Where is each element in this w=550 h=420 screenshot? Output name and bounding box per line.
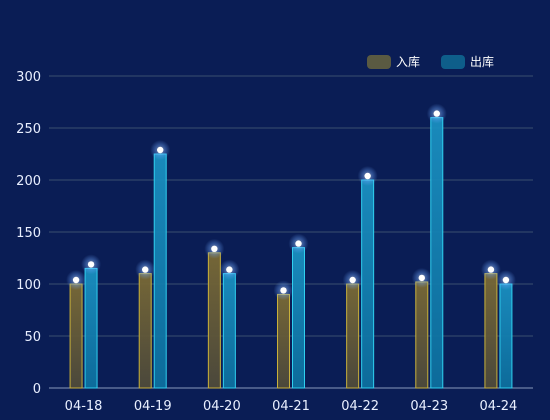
y-axis: 0 50 100 150 200 250 300 xyxy=(16,70,41,397)
bar-in[interactable] xyxy=(415,281,429,389)
y-tick-label: 250 xyxy=(16,122,41,137)
bar-marker-dot xyxy=(72,276,80,284)
bar-marker-dot xyxy=(418,274,425,282)
bar-in[interactable] xyxy=(484,273,498,389)
bar-marker-dot xyxy=(226,266,233,273)
y-tick-label: 100 xyxy=(16,278,41,293)
bar-marker-dot xyxy=(211,245,218,252)
bar-marker-dot xyxy=(487,266,495,273)
bar-in[interactable] xyxy=(207,252,221,389)
gridlines xyxy=(49,75,533,389)
y-tick-label: 0 xyxy=(33,382,41,397)
bar-in[interactable] xyxy=(346,283,360,389)
y-tick-label: 150 xyxy=(16,226,41,241)
bar-out[interactable] xyxy=(84,267,98,389)
y-tick-label: 200 xyxy=(16,174,41,189)
x-axis: 04-18 04-19 04-20 04-21 04-22 04-23 04-24 xyxy=(65,399,518,414)
bar-marker-dot xyxy=(280,287,287,294)
bars xyxy=(69,117,513,389)
bar-out[interactable] xyxy=(222,273,236,389)
bar-marker-dot xyxy=(87,261,95,268)
bar-top-markers xyxy=(66,103,516,301)
bar-marker-dot xyxy=(433,110,440,117)
bar-out[interactable] xyxy=(499,283,513,389)
bar-marker-dot xyxy=(502,276,510,284)
bar-marker-dot xyxy=(364,172,371,180)
bar-out[interactable] xyxy=(361,179,375,389)
bar-marker-dot xyxy=(349,276,356,284)
x-tick-label: 04-22 xyxy=(341,399,379,414)
x-tick-label: 04-19 xyxy=(134,399,172,414)
bar-in[interactable] xyxy=(277,293,290,389)
bar-in[interactable] xyxy=(138,273,152,389)
legend-label-in[interactable]: 入库 xyxy=(396,54,420,69)
x-tick-label: 04-18 xyxy=(65,399,103,414)
bar-marker-dot xyxy=(142,266,149,273)
legend-label-out[interactable]: 出库 xyxy=(470,54,494,69)
legend-swatch-in[interactable] xyxy=(367,55,391,69)
bar-out[interactable] xyxy=(292,247,305,389)
bar-in[interactable] xyxy=(69,283,83,389)
x-tick-label: 04-24 xyxy=(480,399,518,414)
legend[interactable]: 入库 出库 xyxy=(367,54,494,69)
x-tick-label: 04-23 xyxy=(410,399,448,414)
legend-swatch-out[interactable] xyxy=(441,55,465,69)
bar-out[interactable] xyxy=(153,153,167,389)
y-tick-label: 300 xyxy=(16,70,41,85)
x-tick-label: 04-20 xyxy=(203,399,241,414)
bar-out[interactable] xyxy=(430,117,444,389)
bar-marker-dot xyxy=(157,146,164,154)
bar-marker-dot xyxy=(295,240,302,247)
x-tick-label: 04-21 xyxy=(272,399,310,414)
y-tick-label: 50 xyxy=(24,330,41,345)
